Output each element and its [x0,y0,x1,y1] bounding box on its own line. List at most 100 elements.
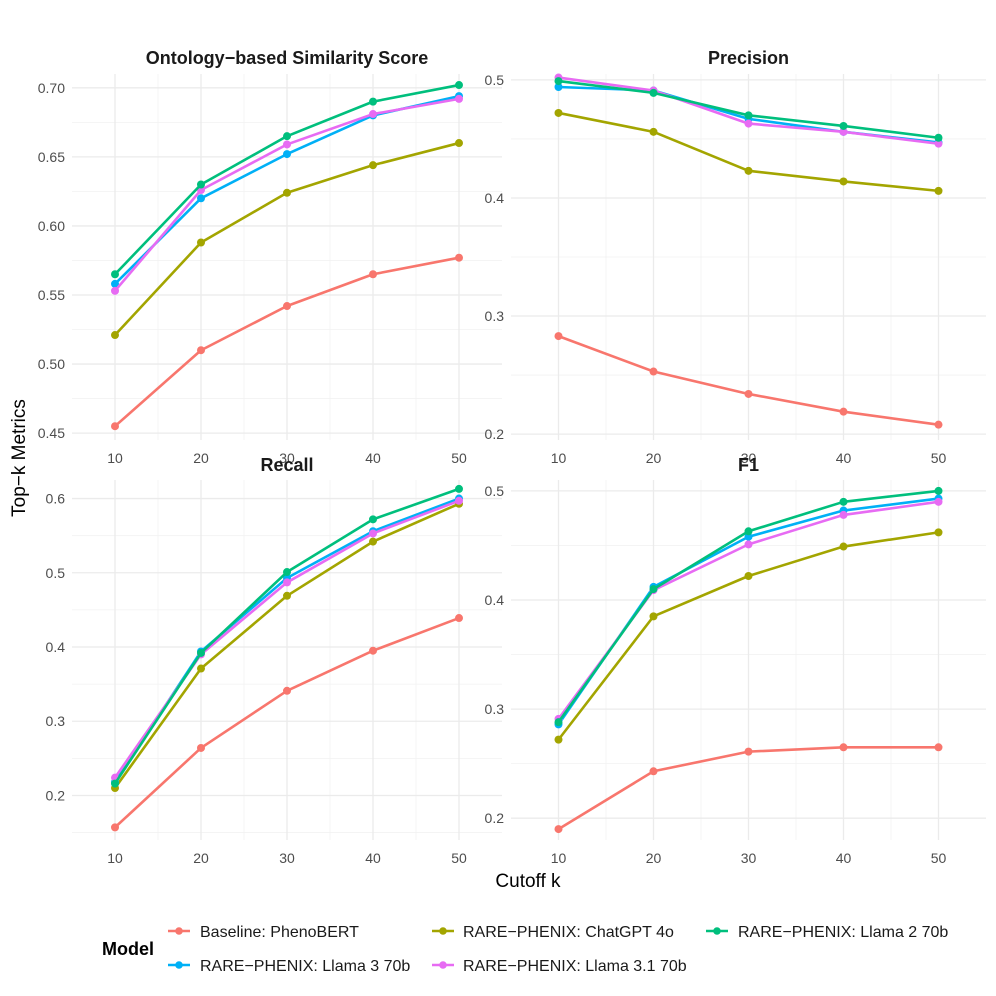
data-point [934,528,943,537]
y-tick-label: 0.4 [485,592,505,608]
panel-3: 10 20 30 40 50 0.2 0.3 0.4 0.5 0.6 Recall [46,455,502,866]
series-rare-phenix-llama-2-70b [111,81,463,279]
legend-label: Baseline: PhenoBERT [200,924,359,941]
data-point [839,497,848,506]
x-tick-label: 50 [931,850,947,866]
legend-label: RARE−PHENIX: Llama 3 70b [200,958,410,975]
legend-key-point [439,961,447,969]
legend-item-baseline-phenobert: Baseline: PhenoBERT [168,924,359,941]
panel-title: Precision [708,48,789,68]
data-point [934,139,943,148]
y-tick-label: 0.50 [38,356,65,372]
x-tick-label: 20 [646,450,662,466]
x-tick-label: 30 [279,850,295,866]
data-point [369,515,377,524]
legend-title: Model [102,939,154,959]
y-tick-label: 0.2 [485,426,505,442]
data-point [283,591,291,600]
series-rare-phenix-llama-2-70b [554,77,943,142]
x-tick-label: 10 [107,450,123,466]
data-point [369,97,377,106]
data-point [111,279,119,288]
data-point [455,253,463,262]
data-point [744,111,753,120]
data-point [934,186,943,195]
data-point [111,823,119,832]
x-tick-label: 10 [107,850,123,866]
y-tick-label: 0.60 [38,218,65,234]
data-point [455,139,463,148]
y-axis-label: Top−k Metrics [9,399,30,517]
legend-key-point [175,927,183,935]
data-point [554,825,563,834]
y-tick-label: 0.6 [46,491,66,507]
data-point [839,542,848,551]
data-point [934,497,943,506]
data-point [934,486,943,495]
series-rare-phenix-chatgpt-4o [111,139,463,340]
x-tick-label: 10 [551,450,567,466]
data-point [934,743,943,752]
data-point [649,767,658,776]
series-baseline-phenobert [554,743,943,834]
data-point [369,161,377,170]
legend-label: RARE−PHENIX: Llama 2 70b [738,924,948,941]
data-point [934,133,943,142]
data-point [554,82,563,91]
data-point [455,94,463,103]
data-point [283,686,291,695]
x-axis-label: Cutoff k [495,871,561,892]
x-tick-label: 50 [931,450,947,466]
x-tick-label: 40 [836,850,852,866]
data-point [744,572,753,580]
data-point [649,127,658,136]
legend-label: RARE−PHENIX: ChatGPT 4o [463,924,674,941]
x-tick-label: 20 [193,450,209,466]
data-point [197,346,205,355]
data-point [744,527,753,536]
series-rare-phenix-llama-3-1-70b [111,94,463,295]
x-tick-label: 40 [365,850,381,866]
data-point [839,177,848,186]
data-point [649,612,658,621]
data-point [455,81,463,90]
y-tick-label: 0.5 [485,72,505,88]
data-point [839,407,848,416]
series-rare-phenix-chatgpt-4o [554,108,943,195]
series-rare-phenix-llama-2-70b [111,484,463,788]
data-point [554,735,563,744]
data-point [283,150,291,159]
panel-2: 10 20 30 40 50 0.2 0.3 0.4 0.5 Precision [485,48,986,466]
data-point [455,484,463,493]
y-tick-label: 0.55 [38,287,65,303]
data-point [369,537,377,546]
legend-label: RARE−PHENIX: Llama 3.1 70b [463,958,687,975]
data-point [111,270,119,279]
y-tick-label: 0.4 [485,190,505,206]
legend-key-point [713,927,721,935]
data-point [283,188,291,197]
x-tick-label: 40 [836,450,852,466]
data-point [283,568,291,577]
data-point [744,389,753,398]
data-point [111,422,119,431]
legend-key-point [439,927,447,935]
legend-key-point [175,961,183,969]
x-tick-label: 20 [193,850,209,866]
data-point [649,88,658,97]
x-tick-label: 10 [551,850,567,866]
data-point [839,743,848,752]
panel-title: Recall [260,455,313,475]
data-point [111,779,119,788]
x-tick-label: 50 [451,450,467,466]
y-tick-label: 0.3 [485,308,505,324]
legend-item-llama-2-70b: RARE−PHENIX: Llama 2 70b [706,924,948,941]
data-point [839,121,848,130]
x-tick-label: 30 [741,850,757,866]
data-point [369,270,377,279]
data-point [283,140,291,149]
data-point [197,664,205,673]
data-point [197,180,205,189]
data-point [197,743,205,752]
